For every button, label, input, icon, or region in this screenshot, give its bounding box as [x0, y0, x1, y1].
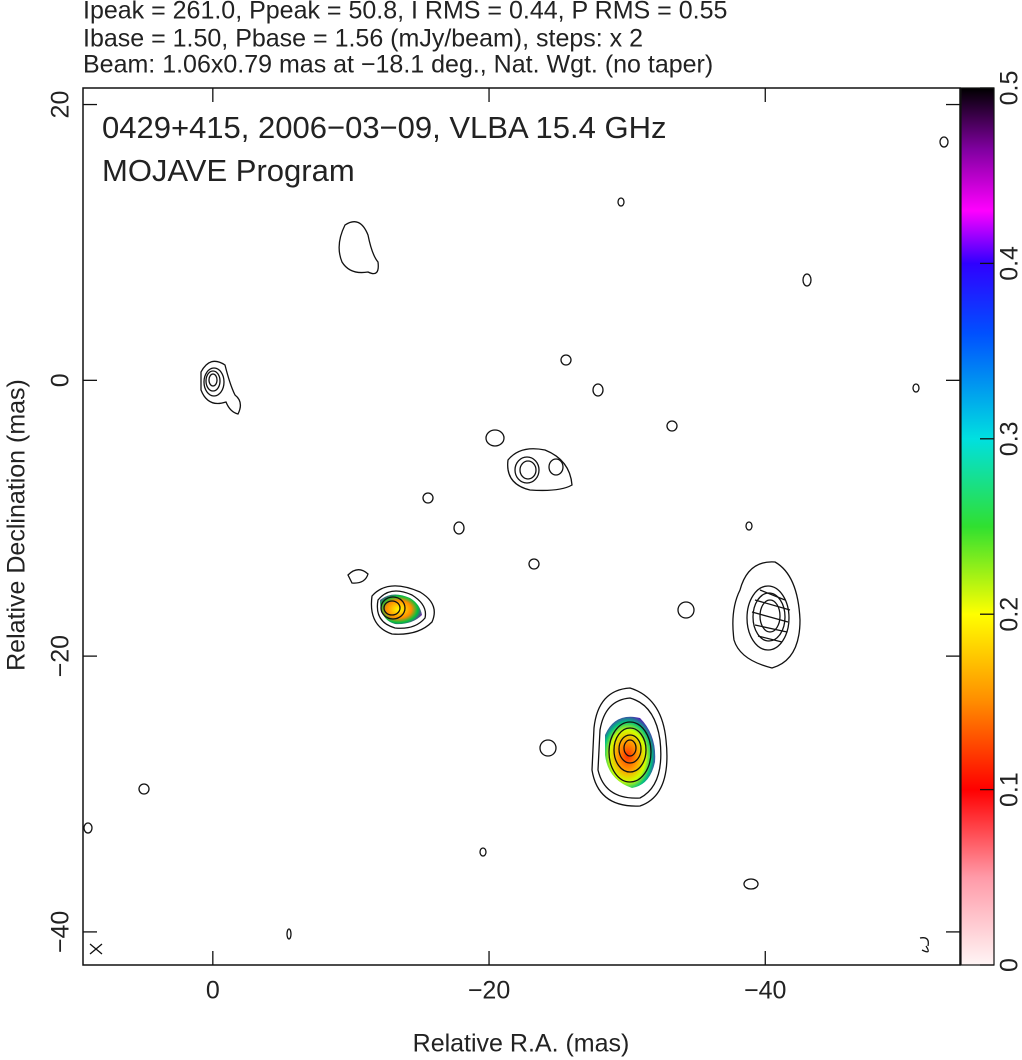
contour-map: [83, 136, 949, 955]
x-tick-label: 0: [206, 977, 220, 1005]
x-axis-label: Relative R.A. (mas): [413, 1030, 630, 1058]
annotation: MOJAVE Program: [102, 153, 355, 188]
annotation: 0429+415, 2006−03−09, VLBA 15.4 GHz: [102, 110, 667, 145]
colorbar-tick-label: 0: [996, 958, 1022, 972]
header-line: Ibase = 1.50, Pbase = 1.56 (mJy/beam), s…: [83, 25, 643, 53]
colorbar-tick-label: 0.5: [996, 71, 1022, 106]
y-axis-label: Relative Declination (mas): [3, 379, 31, 671]
y-tick-label: 20: [47, 91, 75, 119]
colorbar-tick-label: 0.3: [996, 421, 1022, 456]
y-tick-label: −20: [47, 635, 75, 677]
colorbar-tick-label: 0.4: [996, 246, 1022, 281]
plot-frame: [82, 87, 961, 966]
x-tick-label: −40: [744, 977, 786, 1005]
header-line: Beam: 1.06x0.79 mas at −18.1 deg., Nat. …: [83, 51, 713, 79]
colorbar: [960, 87, 995, 966]
y-tick-label: 0: [47, 373, 75, 387]
colorbar-tick-label: 0.2: [996, 597, 1022, 632]
colorbar-tick-label: 0.1: [996, 772, 1022, 807]
x-tick-label: −20: [468, 977, 510, 1005]
header-line: Ipeak = 261.0, Ppeak = 50.8, I RMS = 0.4…: [83, 0, 727, 25]
y-tick-label: −40: [47, 911, 75, 953]
